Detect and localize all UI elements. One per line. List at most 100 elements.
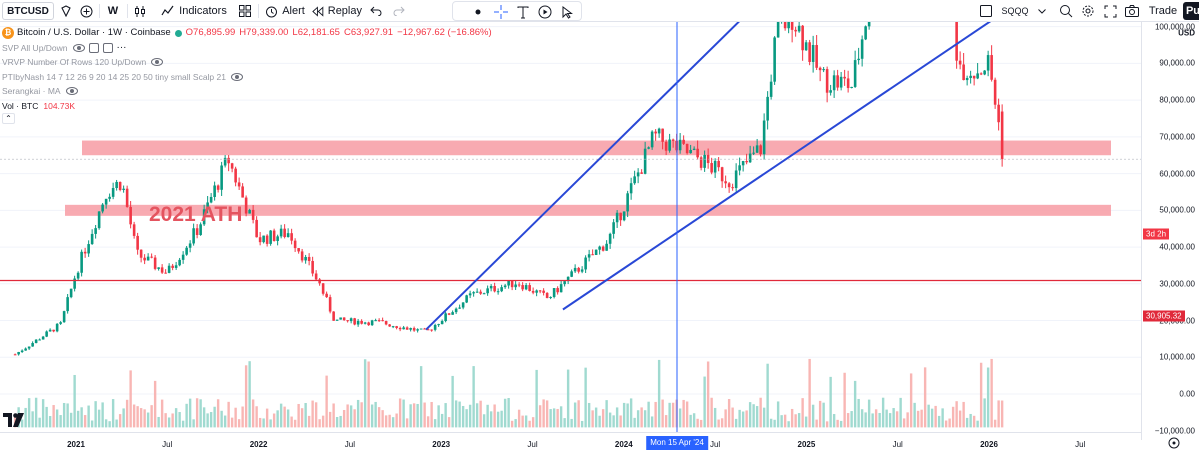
candle-body	[195, 228, 199, 235]
indicator-row[interactable]: Serangkai · MA	[2, 84, 492, 99]
volume-bar	[101, 402, 104, 428]
volume-bar	[157, 416, 160, 428]
volume-bar	[80, 407, 83, 428]
volume-bar	[787, 421, 790, 428]
compare-add-icon[interactable]	[78, 2, 94, 20]
time-settings-icon[interactable]	[1168, 437, 1180, 451]
candle-body	[38, 339, 41, 341]
time-tick-label: Jul	[892, 440, 903, 449]
volume-bar	[286, 409, 290, 428]
camera-icon[interactable]	[1124, 2, 1140, 20]
volume-bar	[731, 407, 734, 428]
candle-body	[104, 198, 108, 205]
candle-body	[752, 152, 755, 154]
layout-toggle-icon[interactable]	[978, 2, 994, 20]
ath-annotation[interactable]: 2021 ATH	[149, 203, 243, 226]
ohlc-change: −12,967.62 (−16.86%)	[397, 27, 492, 38]
replay-button[interactable]: Replay	[312, 2, 362, 20]
chevron-up-icon[interactable]: ⌃	[2, 113, 15, 124]
interval-button[interactable]: W	[105, 2, 121, 20]
compare-symbol-button[interactable]: SQQQ	[1002, 2, 1029, 20]
candle-body	[353, 318, 356, 325]
volume-bar	[654, 401, 657, 428]
symbol-search-button[interactable]: BTCUSD	[2, 2, 54, 20]
volume-bar	[794, 414, 797, 428]
symbol-legend-row[interactable]: ₿ Bitcoin / U.S. Dollar · 1W · Coinbase …	[2, 26, 492, 41]
redo-icon[interactable]	[392, 2, 406, 20]
quick-search-icon[interactable]	[1058, 2, 1074, 20]
arrow-cursor-icon[interactable]	[559, 3, 575, 21]
indicators-button[interactable]: Indicators	[156, 2, 232, 20]
chevron-down-icon[interactable]	[1036, 2, 1048, 20]
volume-bar	[416, 403, 419, 428]
time-tick-label: 2021	[67, 440, 85, 449]
candle-body	[979, 73, 983, 75]
indicator-row[interactable]: VRVP Number Of Rows 120 Up/Down	[2, 55, 492, 70]
volume-bar	[958, 410, 962, 428]
candle-body	[332, 311, 335, 321]
candle-body	[843, 76, 846, 79]
candle-body	[524, 285, 528, 290]
candle-body	[629, 183, 633, 194]
time-scale[interactable]: 2021 Jul 2022 Jul 2023 Jul 2024 Jul 2025 Jul 2026 J…	[0, 432, 1180, 455]
settings-gear-icon[interactable]	[1080, 2, 1096, 20]
indicator-row[interactable]: PTIbyNash 14 7 12 26 9 20 14 25 20 50 ti…	[2, 70, 492, 85]
volume-bar	[671, 402, 675, 428]
candle-body	[55, 323, 59, 332]
price-chart[interactable]	[0, 22, 1141, 432]
alert-button[interactable]: Alert	[264, 2, 306, 20]
price-scale[interactable]: USD 140,000.00130,000.00120,000.00110,00…	[1141, 22, 1199, 440]
layouts-grid-icon[interactable]	[238, 2, 252, 20]
volume-bar	[748, 402, 752, 428]
eye-icon[interactable]	[151, 58, 164, 67]
volume-bar	[108, 421, 111, 428]
volume-bar	[493, 404, 496, 428]
volume-bar	[38, 417, 41, 428]
support-level-tag: 30,905.32	[1143, 310, 1185, 322]
volume-legend-row[interactable]: Vol · BTC 104.73K	[2, 99, 492, 114]
symbol-info-icon[interactable]	[58, 2, 74, 20]
volume-bar	[381, 410, 384, 428]
candle-body	[619, 212, 622, 221]
volume-bar	[335, 417, 339, 428]
bitcoin-logo-icon: ₿	[2, 27, 14, 40]
more-icon[interactable]: ···	[116, 41, 127, 53]
candle-body	[139, 249, 143, 258]
eye-icon[interactable]	[72, 43, 85, 52]
source-icon[interactable]	[102, 42, 113, 53]
volume-bar	[45, 406, 48, 428]
candle-body	[969, 75, 972, 78]
volume-bar	[906, 412, 909, 428]
settings-icon[interactable]	[88, 42, 99, 53]
crosshair-icon[interactable]	[493, 3, 509, 21]
eye-icon[interactable]	[65, 87, 78, 96]
candle-body	[724, 181, 727, 184]
candle-body	[143, 257, 146, 261]
candle-body	[321, 283, 325, 294]
volume-bar	[759, 397, 762, 428]
candle-body	[381, 320, 384, 322]
candle-body	[244, 197, 248, 214]
volume-bar	[780, 415, 783, 428]
candle-body	[237, 182, 241, 187]
indicator-row[interactable]: SVP All Up/Down ···	[2, 41, 492, 56]
trade-button[interactable]: Trade	[1148, 2, 1178, 20]
candle-body	[507, 280, 510, 286]
volume-bar	[174, 408, 178, 428]
chart-type-icon[interactable]	[132, 2, 148, 20]
dot-cursor-icon[interactable]	[471, 3, 485, 21]
candle-body	[678, 139, 682, 151]
undo-icon[interactable]	[369, 2, 383, 20]
collapse-legend-row[interactable]: ⌃	[2, 113, 492, 124]
volume-bar	[741, 411, 745, 428]
publish-button[interactable]: Pu	[1183, 2, 1199, 20]
fullscreen-icon[interactable]	[1102, 2, 1118, 20]
volume-bar	[976, 420, 979, 428]
replay-play-icon[interactable]	[537, 3, 553, 21]
time-tick-label: 2026	[980, 440, 998, 449]
alarm-clock-icon	[266, 6, 278, 17]
volume-bar	[514, 419, 517, 428]
text-tool-icon[interactable]	[515, 3, 531, 21]
candle-body	[598, 246, 601, 250]
eye-icon[interactable]	[230, 72, 243, 81]
